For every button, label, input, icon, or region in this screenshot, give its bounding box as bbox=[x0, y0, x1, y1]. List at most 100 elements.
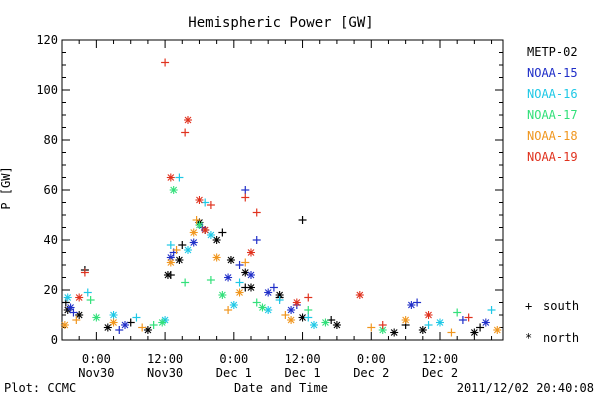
x-tick-label-date: Dec 1 bbox=[284, 366, 320, 380]
north-point bbox=[195, 221, 204, 229]
y-tick-label: 60 bbox=[44, 183, 58, 197]
south-point bbox=[132, 313, 141, 322]
north-point bbox=[75, 293, 84, 302]
north-point bbox=[218, 291, 227, 299]
north-point bbox=[109, 311, 118, 319]
south-point bbox=[83, 288, 92, 297]
x-tick-label-time: 12:00 bbox=[422, 352, 458, 366]
north-point bbox=[229, 301, 238, 309]
south-point bbox=[86, 296, 95, 304]
south-point bbox=[252, 208, 261, 217]
legend-series-label: NOAA-16 bbox=[527, 87, 578, 101]
y-tick-label: 40 bbox=[44, 233, 58, 247]
north-point bbox=[247, 283, 255, 292]
north-point bbox=[166, 258, 175, 267]
y-axis-ticks: 0 20 40 60 80 100 120 bbox=[36, 33, 503, 347]
legend-marker-label: north bbox=[543, 331, 579, 345]
legend-series-label: NOAA-17 bbox=[527, 108, 578, 122]
north-point bbox=[310, 321, 318, 329]
y-axis-label: P [GW] bbox=[0, 166, 13, 209]
x-tick-label-time: 0:00 bbox=[82, 352, 111, 366]
north-point bbox=[258, 303, 267, 312]
north-point bbox=[166, 173, 175, 182]
south-point bbox=[458, 316, 467, 324]
south-point bbox=[447, 328, 456, 337]
north-point bbox=[212, 236, 221, 244]
north-point bbox=[224, 273, 233, 282]
legend-series-label: METP-02 bbox=[527, 45, 578, 59]
north-point bbox=[424, 311, 433, 319]
north-point bbox=[206, 231, 215, 239]
north-point bbox=[201, 226, 210, 234]
x-tick-label-time: 12:00 bbox=[284, 352, 320, 366]
north-point bbox=[109, 318, 118, 327]
north-point bbox=[184, 116, 192, 124]
south-point bbox=[235, 261, 244, 269]
x-tick-label-date: Dec 2 bbox=[422, 366, 458, 380]
legend-series-label: NOAA-19 bbox=[527, 150, 578, 164]
south-point bbox=[304, 313, 313, 322]
north-point bbox=[189, 228, 198, 237]
legend-marker-symbol: * bbox=[525, 331, 532, 345]
x-tick-label-date: Dec 1 bbox=[216, 366, 252, 380]
chart-title: Hemispheric Power [GW] bbox=[188, 15, 373, 31]
y-tick-label: 100 bbox=[36, 83, 58, 97]
south-point bbox=[476, 323, 485, 332]
north-point bbox=[66, 303, 75, 312]
north-point bbox=[163, 271, 172, 279]
south-point bbox=[453, 308, 462, 317]
north-point bbox=[247, 248, 255, 257]
x-tick-label-time: 0:00 bbox=[219, 352, 248, 366]
x-tick-label-date: Dec 2 bbox=[353, 366, 389, 380]
north-point bbox=[195, 196, 204, 204]
south-point bbox=[464, 313, 473, 322]
south-point bbox=[304, 306, 313, 314]
south-point bbox=[424, 321, 433, 329]
data-points bbox=[60, 58, 502, 337]
north-point bbox=[401, 316, 410, 324]
south-point bbox=[298, 216, 307, 224]
y-tick-label: 0 bbox=[51, 333, 58, 347]
south-point bbox=[149, 321, 158, 329]
x-axis-label: Date and Time bbox=[234, 381, 328, 395]
north-point bbox=[481, 318, 490, 327]
south-point bbox=[138, 323, 147, 332]
south-point bbox=[487, 306, 496, 314]
south-point bbox=[181, 128, 190, 137]
north-point bbox=[355, 291, 364, 299]
south-point bbox=[178, 241, 187, 249]
legend-marker-label: south bbox=[543, 299, 579, 313]
north-point bbox=[60, 321, 69, 329]
north-point bbox=[390, 328, 399, 337]
north-point bbox=[189, 238, 198, 247]
north-point bbox=[63, 293, 72, 302]
x-tick-label-date: Nov30 bbox=[147, 366, 183, 380]
y-tick-label: 20 bbox=[44, 283, 58, 297]
south-point bbox=[252, 236, 261, 244]
north-point bbox=[287, 316, 296, 324]
south-point bbox=[367, 323, 376, 332]
south-point bbox=[181, 278, 190, 287]
south-point bbox=[115, 326, 124, 334]
legend-series-label: NOAA-18 bbox=[527, 129, 578, 143]
north-point bbox=[121, 321, 129, 329]
south-point bbox=[235, 278, 244, 287]
north-point bbox=[321, 318, 330, 327]
north-point bbox=[418, 326, 427, 334]
north-point bbox=[332, 321, 341, 329]
north-point bbox=[436, 318, 444, 327]
north-point bbox=[169, 186, 178, 194]
south-point bbox=[166, 241, 175, 249]
north-point bbox=[226, 256, 235, 264]
legend-marker-symbol: + bbox=[525, 299, 532, 313]
north-point bbox=[493, 326, 502, 334]
north-point bbox=[264, 288, 273, 297]
north-point bbox=[184, 246, 192, 254]
south-point bbox=[175, 173, 184, 182]
north-point bbox=[158, 318, 167, 327]
south-point bbox=[269, 283, 278, 292]
south-point bbox=[218, 228, 227, 237]
footer-right: 2011/12/02 20:40:08 bbox=[457, 381, 594, 395]
